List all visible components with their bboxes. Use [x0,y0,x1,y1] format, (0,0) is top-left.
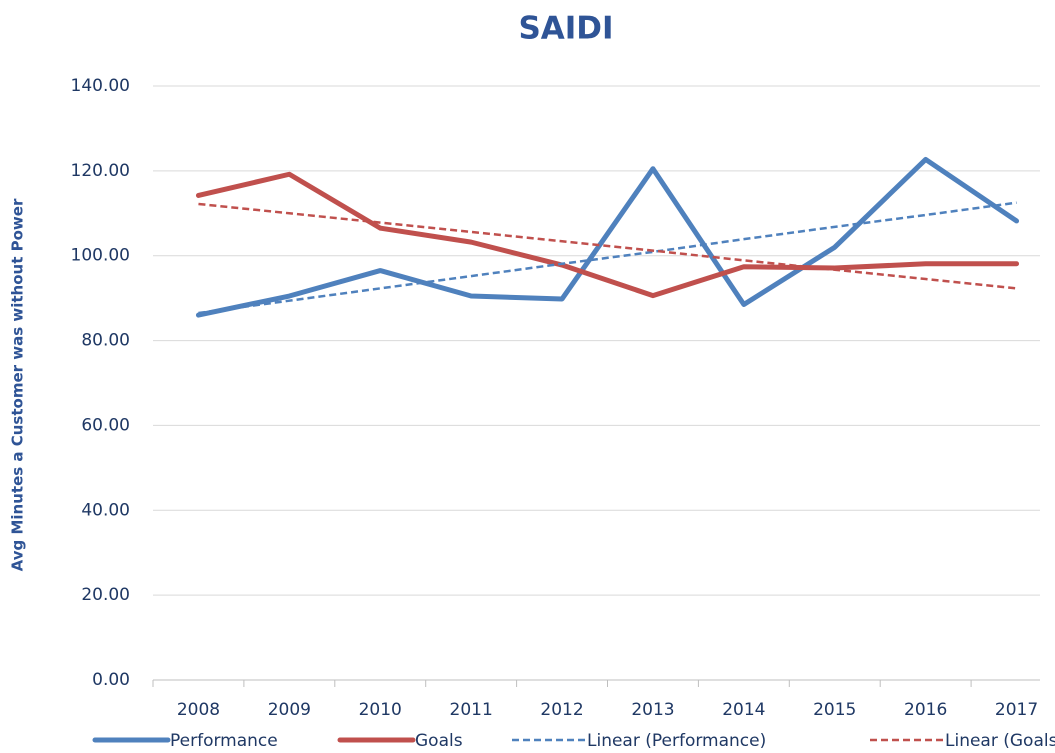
x-tick-label: 2015 [813,700,856,720]
y-tick-label: 140.00 [71,76,130,96]
x-tick-label: 2008 [177,700,220,720]
legend-label: Linear (Goals) [945,731,1055,751]
x-tick-label: 2012 [540,700,583,720]
series-line [195,171,1020,299]
y-tick-label: 40.00 [81,500,130,520]
y-tick-label: 100.00 [71,246,130,266]
x-tick-label: 2009 [268,700,311,720]
legend-label: Goals [415,731,463,751]
y-tick-label: 0.00 [92,670,130,690]
x-tick-label: 2016 [904,700,947,720]
trend-line [198,202,1017,290]
x-tick-label: 2017 [995,700,1038,720]
series-line [195,156,1020,318]
trend-line [198,201,1017,315]
x-tick-label: 2014 [722,700,765,720]
chart-title: SAIDI [518,11,613,47]
x-tick-label: 2010 [359,700,402,720]
x-tick-label: 2011 [450,700,493,720]
legend-label: Performance [170,731,278,751]
y-tick-label: 60.00 [81,415,130,435]
y-tick-label: 20.00 [81,585,130,605]
x-tick-label: 2013 [631,700,674,720]
y-tick-label: 80.00 [81,331,130,351]
legend-label: Linear (Performance) [587,731,766,751]
y-axis-label: Avg Minutes a Customer was without Power [9,198,27,571]
y-tick-label: 120.00 [71,161,130,181]
